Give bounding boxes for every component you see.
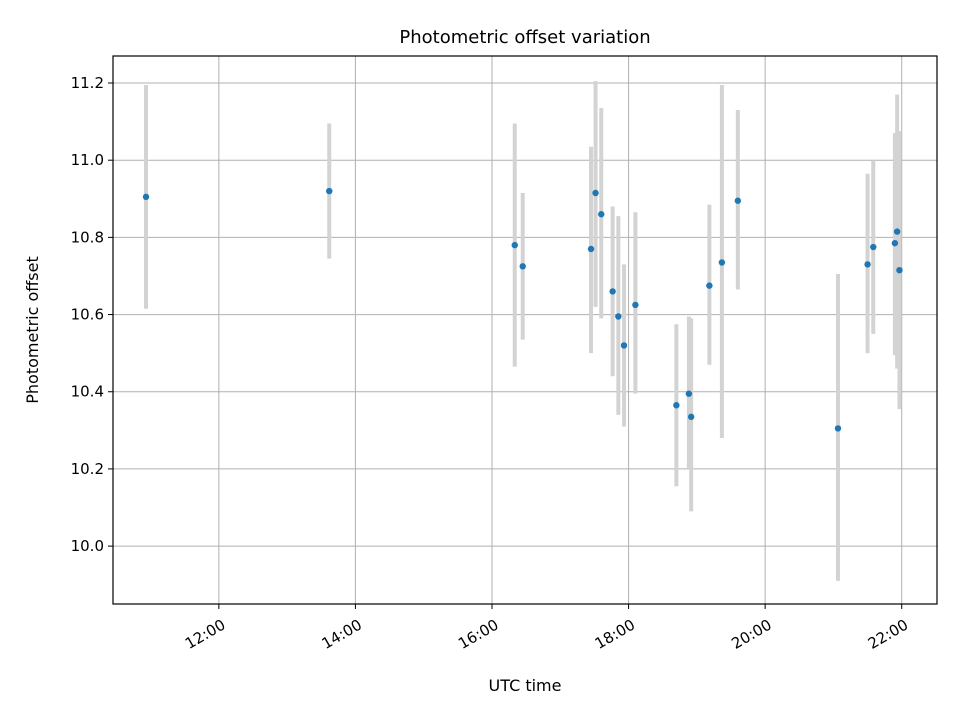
grid [113,56,937,604]
y-axis-label: Photometric offset [23,256,42,404]
data-points [142,187,903,432]
data-point [632,301,639,309]
data-point [687,413,695,421]
y-tick-label: 10.8 [71,228,104,246]
y-axis-ticks: 10.0 10.2 10.4 10.6 10.8 11.0 11.2 [71,74,113,555]
y-tick-label: 10.2 [71,460,104,478]
data-point [685,390,693,397]
data-point [706,282,713,289]
data-point [142,193,150,201]
chart-title: Photometric offset variation [399,27,650,48]
data-point [326,187,333,195]
data-point [834,425,842,432]
y-tick-label: 10.0 [71,537,104,555]
data-point [511,241,518,249]
data-point [891,239,899,247]
y-tick-label: 10.6 [71,306,104,324]
y-tick-label: 10.4 [71,383,104,401]
plot-frame [112,55,938,605]
data-point [519,263,526,270]
x-axis-label: UTC time [489,676,562,695]
data-point [673,402,680,409]
data-point [587,245,595,253]
data-point [718,259,726,266]
data-point [896,266,903,274]
data-point [620,342,628,349]
data-point [615,313,622,320]
data-point [592,189,599,197]
data-point [734,197,742,204]
y-tick-label: 11.0 [71,151,104,169]
data-point [893,228,901,235]
y-tick-label: 11.2 [71,74,104,92]
data-point [609,288,616,295]
data-point [864,261,871,268]
data-point [870,243,877,251]
data-point [598,211,605,218]
